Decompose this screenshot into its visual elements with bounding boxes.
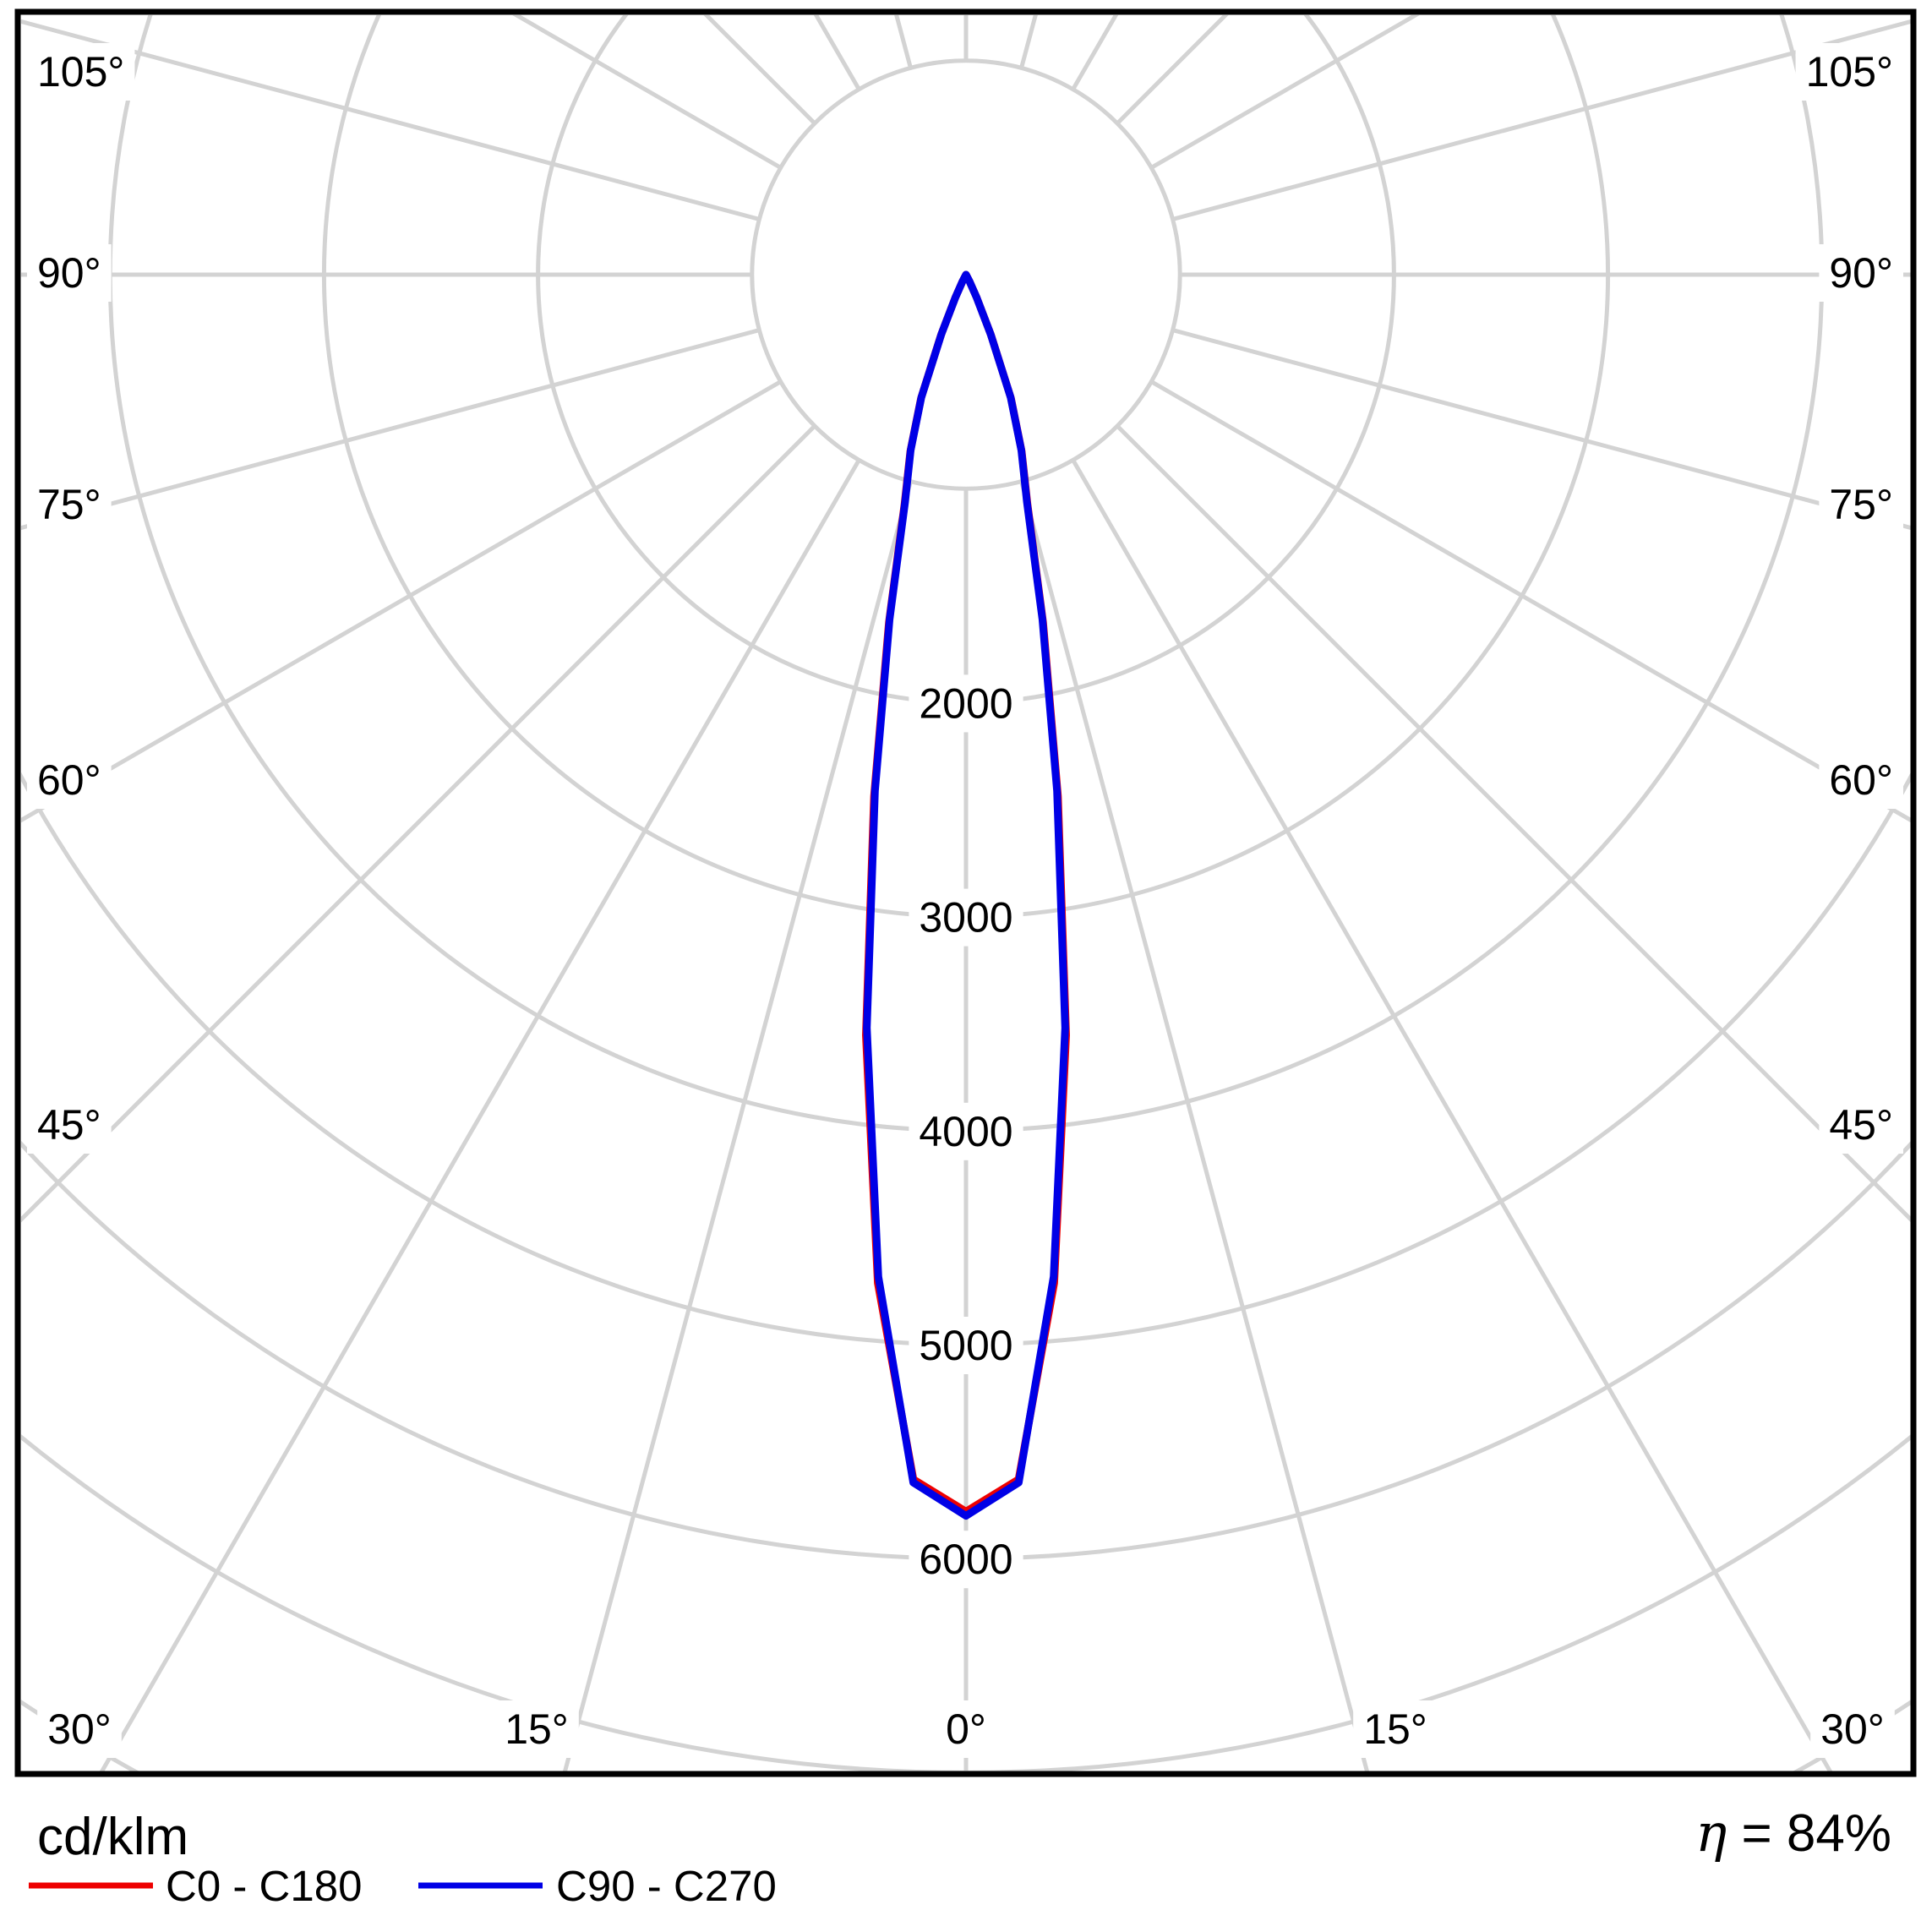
angle-label-right: 105° [1806, 48, 1893, 96]
angle-gridline [562, 480, 913, 1771]
angle-gridline [1116, 424, 1911, 1223]
eta-value: = 84% [1727, 1804, 1891, 1863]
axis-labels: 2000 3000 4000 5000 6000 105° 90° 75° 60° 45° 105°… [27, 43, 1903, 1758]
angle-label-bottom: 0° [946, 1706, 986, 1753]
angle-label-right-mask [1819, 1096, 1903, 1154]
legend: C0 - C180 C90 - C270 [29, 1862, 777, 1910]
efficiency-label: η = 84% [1695, 1802, 1891, 1864]
angle-gridline [21, 379, 782, 823]
angle-label-left: 60° [37, 756, 101, 804]
angle-label-left: 105° [37, 48, 124, 96]
angle-label-left: 90° [37, 249, 101, 297]
ring-value-label-mask [909, 674, 1023, 733]
angle-label-right-mask [1795, 43, 1903, 101]
eta-symbol: η [1695, 1802, 1727, 1864]
ring-value-label-mask [909, 1102, 1023, 1160]
angle-gridline [1150, 379, 1911, 823]
curve-c90-c270 [863, 270, 1069, 1520]
angle-label-bottom-mask [494, 1700, 579, 1758]
legend-label-c90-c270: C90 - C270 [556, 1862, 777, 1910]
angle-label-right: 75° [1829, 481, 1893, 528]
angle-label-bottom-mask [37, 1700, 122, 1758]
angle-label-bottom-mask [936, 1700, 996, 1758]
angle-label-right: 90° [1829, 249, 1893, 297]
angle-label-left-mask [27, 43, 135, 101]
angle-label-left-mask [27, 244, 112, 302]
angle-label-right-mask [1819, 751, 1903, 809]
angle-label-left: 75° [37, 481, 101, 528]
ring-value-label: 6000 [919, 1536, 1012, 1583]
legend-label-c0-c180: C0 - C180 [166, 1862, 362, 1910]
angle-label-bottom: 15° [505, 1706, 569, 1753]
angle-gridline [99, 459, 861, 1771]
angle-gridline [1171, 19, 1911, 221]
angle-gridline [21, 19, 761, 221]
angle-label-right-mask [1819, 476, 1903, 533]
ring-value-label-mask [909, 888, 1023, 947]
angle-label-right: 45° [1829, 1101, 1893, 1149]
angle-label-bottom-mask [1810, 1700, 1895, 1758]
ring-value-label-mask [909, 1531, 1023, 1589]
ring-value-label: 5000 [919, 1322, 1012, 1369]
plot-frame [14, 8, 1917, 1777]
intensity-curves [862, 270, 1070, 1520]
ring-value-label: 4000 [919, 1108, 1012, 1155]
angle-gridline [21, 328, 761, 531]
angle-label-left-mask [27, 751, 112, 809]
angle-label-left-mask [27, 476, 112, 533]
angle-label-right: 60° [1829, 756, 1893, 804]
angle-gridline [1071, 459, 1833, 1771]
angle-label-bottom: 30° [1820, 1706, 1885, 1753]
angle-label-right-mask [1819, 244, 1903, 302]
ring-value-label: 3000 [919, 894, 1012, 941]
angle-label-bottom-mask [1353, 1700, 1438, 1758]
angle-gridline [1019, 480, 1370, 1771]
angle-label-left: 45° [37, 1101, 101, 1149]
angle-gridline [1171, 328, 1911, 531]
angle-label-bottom: 15° [1363, 1706, 1427, 1753]
angle-label-bottom: 30° [47, 1706, 112, 1753]
angle-gridline [21, 424, 816, 1223]
ring-value-label-mask [909, 1317, 1023, 1374]
ring-value-label: 2000 [919, 679, 1012, 727]
angle-label-left-mask [27, 1096, 112, 1154]
units-label: cd/klm [37, 1808, 188, 1866]
